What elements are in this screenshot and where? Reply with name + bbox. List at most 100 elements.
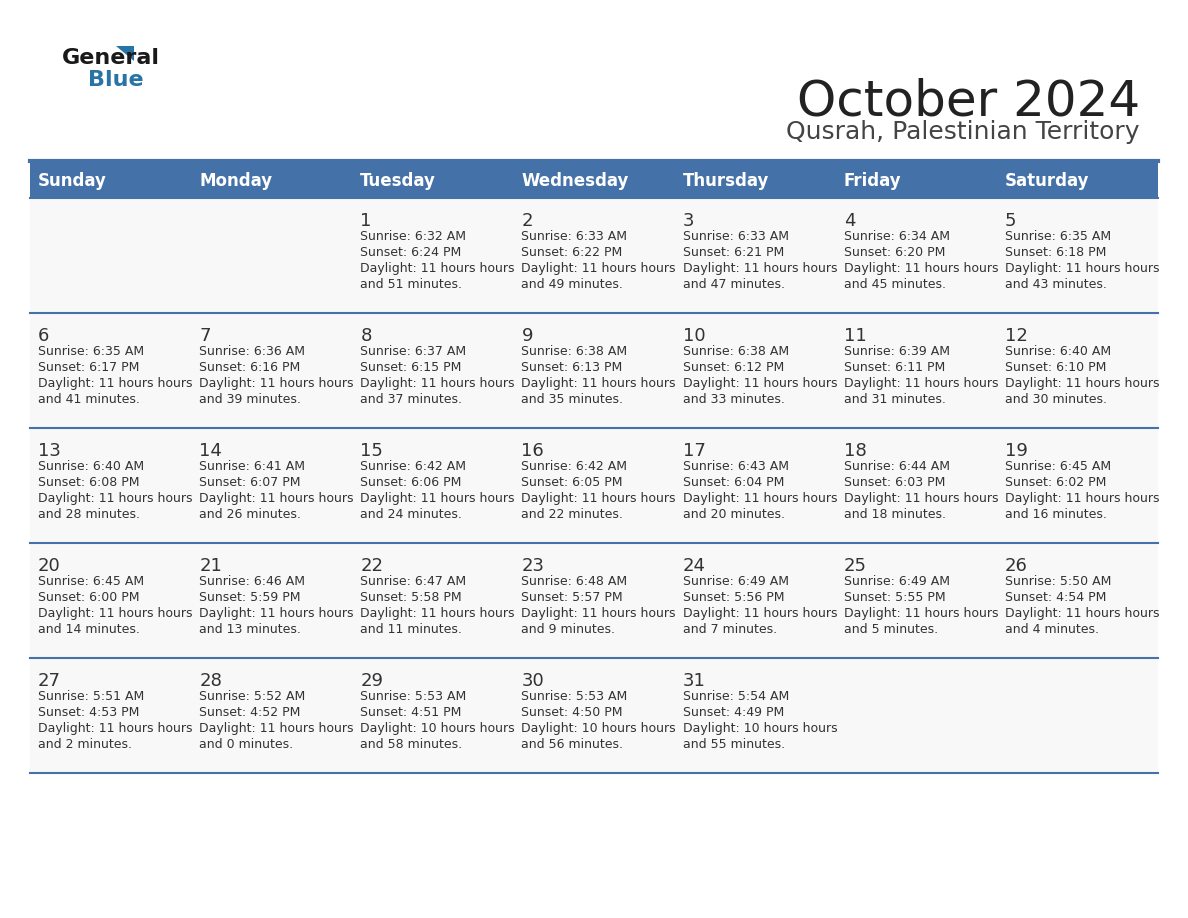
Text: Sunset: 5:57 PM: Sunset: 5:57 PM <box>522 591 623 604</box>
Text: Daylight: 11 hours hours: Daylight: 11 hours hours <box>200 722 354 735</box>
Text: and 43 minutes.: and 43 minutes. <box>1005 278 1107 291</box>
Text: Sunset: 6:05 PM: Sunset: 6:05 PM <box>522 476 623 489</box>
Text: Sunset: 6:08 PM: Sunset: 6:08 PM <box>38 476 139 489</box>
Text: General: General <box>62 48 160 68</box>
Text: 2: 2 <box>522 212 533 230</box>
Text: Saturday: Saturday <box>1005 172 1089 189</box>
Text: and 7 minutes.: and 7 minutes. <box>683 623 777 636</box>
Text: and 9 minutes.: and 9 minutes. <box>522 623 615 636</box>
Text: and 14 minutes.: and 14 minutes. <box>38 623 140 636</box>
Text: Sunset: 5:56 PM: Sunset: 5:56 PM <box>683 591 784 604</box>
Text: Sunrise: 6:40 AM: Sunrise: 6:40 AM <box>38 460 144 473</box>
Text: Daylight: 11 hours hours: Daylight: 11 hours hours <box>843 262 998 275</box>
Text: Daylight: 11 hours hours: Daylight: 11 hours hours <box>360 607 514 620</box>
Text: 14: 14 <box>200 442 222 460</box>
Text: Sunset: 4:54 PM: Sunset: 4:54 PM <box>1005 591 1106 604</box>
Text: and 18 minutes.: and 18 minutes. <box>843 508 946 521</box>
Text: Daylight: 11 hours hours: Daylight: 11 hours hours <box>522 607 676 620</box>
Text: Sunset: 6:07 PM: Sunset: 6:07 PM <box>200 476 301 489</box>
Text: and 51 minutes.: and 51 minutes. <box>360 278 462 291</box>
Text: Sunset: 5:59 PM: Sunset: 5:59 PM <box>200 591 301 604</box>
Text: and 11 minutes.: and 11 minutes. <box>360 623 462 636</box>
Text: and 22 minutes.: and 22 minutes. <box>522 508 624 521</box>
Text: Sunrise: 6:42 AM: Sunrise: 6:42 AM <box>360 460 466 473</box>
Text: Sunset: 4:53 PM: Sunset: 4:53 PM <box>38 706 139 719</box>
Text: Daylight: 10 hours hours: Daylight: 10 hours hours <box>522 722 676 735</box>
Text: Daylight: 11 hours hours: Daylight: 11 hours hours <box>683 492 838 505</box>
Text: Daylight: 10 hours hours: Daylight: 10 hours hours <box>360 722 514 735</box>
Text: and 45 minutes.: and 45 minutes. <box>843 278 946 291</box>
Text: Sunset: 6:20 PM: Sunset: 6:20 PM <box>843 246 946 259</box>
Text: and 39 minutes.: and 39 minutes. <box>200 393 301 406</box>
Text: Sunrise: 6:32 AM: Sunrise: 6:32 AM <box>360 230 466 243</box>
Text: 26: 26 <box>1005 557 1028 575</box>
Text: Sunrise: 6:39 AM: Sunrise: 6:39 AM <box>843 345 949 358</box>
Text: Daylight: 11 hours hours: Daylight: 11 hours hours <box>200 492 354 505</box>
Text: Sunrise: 5:52 AM: Sunrise: 5:52 AM <box>200 690 305 703</box>
Text: Daylight: 11 hours hours: Daylight: 11 hours hours <box>1005 492 1159 505</box>
Text: and 58 minutes.: and 58 minutes. <box>360 738 462 751</box>
Text: 16: 16 <box>522 442 544 460</box>
Text: 5: 5 <box>1005 212 1017 230</box>
Text: 11: 11 <box>843 327 866 345</box>
Text: Sunset: 6:22 PM: Sunset: 6:22 PM <box>522 246 623 259</box>
Text: 12: 12 <box>1005 327 1028 345</box>
Text: Sunrise: 6:45 AM: Sunrise: 6:45 AM <box>1005 460 1111 473</box>
Text: Daylight: 11 hours hours: Daylight: 11 hours hours <box>843 607 998 620</box>
Text: Sunrise: 6:33 AM: Sunrise: 6:33 AM <box>683 230 789 243</box>
Text: Sunset: 6:04 PM: Sunset: 6:04 PM <box>683 476 784 489</box>
Text: 3: 3 <box>683 212 694 230</box>
Text: and 28 minutes.: and 28 minutes. <box>38 508 140 521</box>
Text: Daylight: 11 hours hours: Daylight: 11 hours hours <box>200 377 354 390</box>
Text: Sunrise: 6:37 AM: Sunrise: 6:37 AM <box>360 345 467 358</box>
Text: Sunset: 6:15 PM: Sunset: 6:15 PM <box>360 361 462 374</box>
Text: Sunset: 6:16 PM: Sunset: 6:16 PM <box>200 361 301 374</box>
Text: 9: 9 <box>522 327 533 345</box>
Text: Blue: Blue <box>88 70 144 90</box>
Text: 31: 31 <box>683 672 706 690</box>
Text: and 56 minutes.: and 56 minutes. <box>522 738 624 751</box>
Text: and 47 minutes.: and 47 minutes. <box>683 278 784 291</box>
Text: Daylight: 11 hours hours: Daylight: 11 hours hours <box>38 492 192 505</box>
Bar <box>30 313 1158 428</box>
Text: Sunset: 6:00 PM: Sunset: 6:00 PM <box>38 591 139 604</box>
Text: Daylight: 10 hours hours: Daylight: 10 hours hours <box>683 722 838 735</box>
Text: Daylight: 11 hours hours: Daylight: 11 hours hours <box>522 492 676 505</box>
Text: Daylight: 11 hours hours: Daylight: 11 hours hours <box>38 722 192 735</box>
Text: Monday: Monday <box>200 172 272 189</box>
Text: Sunrise: 5:51 AM: Sunrise: 5:51 AM <box>38 690 144 703</box>
Text: Sunset: 6:13 PM: Sunset: 6:13 PM <box>522 361 623 374</box>
Text: Sunrise: 6:45 AM: Sunrise: 6:45 AM <box>38 575 144 588</box>
Bar <box>30 428 1158 543</box>
Text: and 4 minutes.: and 4 minutes. <box>1005 623 1099 636</box>
Text: Daylight: 11 hours hours: Daylight: 11 hours hours <box>360 262 514 275</box>
Text: Sunset: 4:52 PM: Sunset: 4:52 PM <box>200 706 301 719</box>
Text: Wednesday: Wednesday <box>522 172 628 189</box>
Text: Sunset: 6:02 PM: Sunset: 6:02 PM <box>1005 476 1106 489</box>
Text: and 33 minutes.: and 33 minutes. <box>683 393 784 406</box>
Text: and 37 minutes.: and 37 minutes. <box>360 393 462 406</box>
Text: Daylight: 11 hours hours: Daylight: 11 hours hours <box>522 377 676 390</box>
Text: Daylight: 11 hours hours: Daylight: 11 hours hours <box>683 607 838 620</box>
Text: Daylight: 11 hours hours: Daylight: 11 hours hours <box>1005 262 1159 275</box>
Text: and 49 minutes.: and 49 minutes. <box>522 278 624 291</box>
Text: Sunrise: 6:46 AM: Sunrise: 6:46 AM <box>200 575 305 588</box>
Text: Sunset: 5:58 PM: Sunset: 5:58 PM <box>360 591 462 604</box>
Text: Daylight: 11 hours hours: Daylight: 11 hours hours <box>200 607 354 620</box>
Text: Sunset: 6:21 PM: Sunset: 6:21 PM <box>683 246 784 259</box>
Text: Sunrise: 6:38 AM: Sunrise: 6:38 AM <box>683 345 789 358</box>
Text: Tuesday: Tuesday <box>360 172 436 189</box>
Text: 17: 17 <box>683 442 706 460</box>
Text: 29: 29 <box>360 672 384 690</box>
Text: and 41 minutes.: and 41 minutes. <box>38 393 140 406</box>
Text: 15: 15 <box>360 442 384 460</box>
Text: Sunset: 6:10 PM: Sunset: 6:10 PM <box>1005 361 1106 374</box>
Text: 24: 24 <box>683 557 706 575</box>
Text: Sunrise: 5:54 AM: Sunrise: 5:54 AM <box>683 690 789 703</box>
Text: Daylight: 11 hours hours: Daylight: 11 hours hours <box>683 262 838 275</box>
Text: Sunrise: 5:53 AM: Sunrise: 5:53 AM <box>360 690 467 703</box>
Text: Sunrise: 6:49 AM: Sunrise: 6:49 AM <box>843 575 949 588</box>
Text: Thursday: Thursday <box>683 172 769 189</box>
Text: Sunrise: 6:43 AM: Sunrise: 6:43 AM <box>683 460 789 473</box>
Text: 22: 22 <box>360 557 384 575</box>
